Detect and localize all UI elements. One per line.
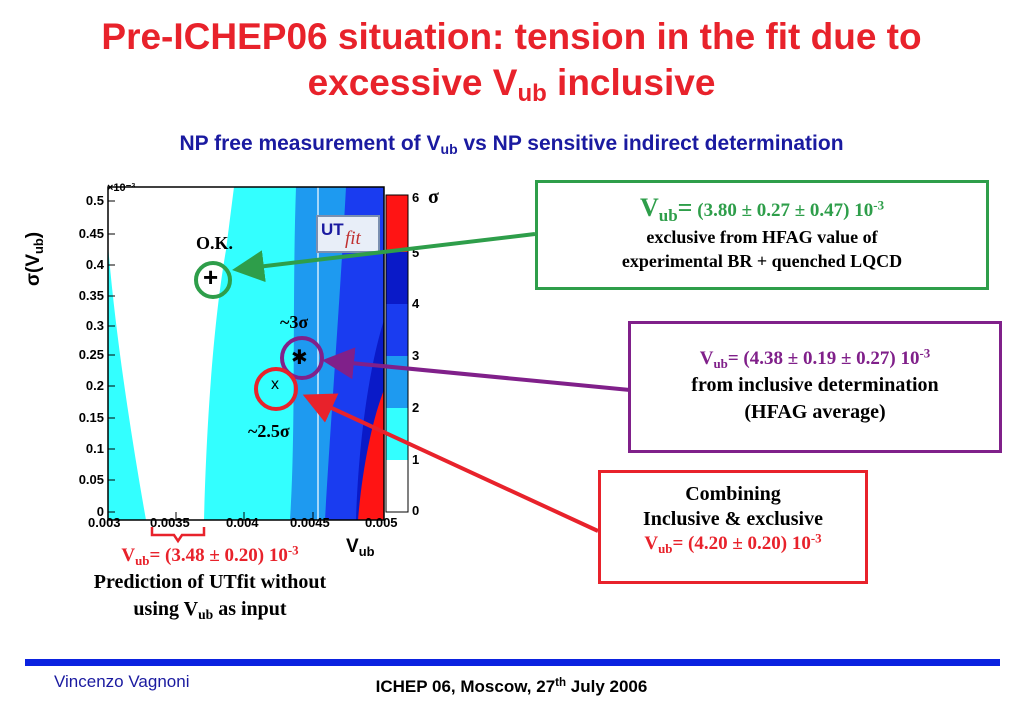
y-tick: 0.45 xyxy=(78,226,104,241)
arrow-purple xyxy=(322,347,631,392)
title-line1: Pre-ICHEP06 situation: tension in the fi… xyxy=(101,16,922,57)
x-marker: x xyxy=(271,376,279,393)
exclusive-value: Vub= (3.80 ± 0.27 ± 0.47) 10-3 xyxy=(639,193,885,226)
utfit-logo: UT fit xyxy=(316,215,380,253)
title-line2-post: inclusive xyxy=(546,62,716,103)
y-tick: 0.05 xyxy=(78,472,104,487)
cb-tick: 5 xyxy=(412,245,420,260)
subtitle-text: NP free measurement of V xyxy=(179,132,441,155)
logo-fit: fit xyxy=(345,228,361,249)
title-line2-sub: ub xyxy=(517,80,547,107)
x-tick: 0.003 xyxy=(88,515,121,530)
arrow-red xyxy=(302,393,599,533)
inclusive-line3: (HFAG average) xyxy=(744,401,886,423)
slide-subtitle: NP free measurement of Vub vs NP sensiti… xyxy=(0,132,1023,156)
plus-marker: + xyxy=(203,262,219,292)
prediction-text: Vub= (3.48 ± 0.20) 10-3 Prediction of UT… xyxy=(30,542,390,623)
two-five-sigma-label: ~2.5σ xyxy=(248,421,290,441)
x-axis-label: Vub xyxy=(346,536,375,559)
footer-author: Vincenzo Vagnoni xyxy=(54,672,190,691)
prediction-value: Vub= (3.48 ± 0.20) 10-3 xyxy=(121,542,299,568)
colorbar xyxy=(385,194,409,513)
x-tick: 0.004 xyxy=(226,515,259,530)
cb-tick: 6 xyxy=(412,190,420,205)
exclusive-line2: exclusive from HFAG value of xyxy=(646,227,878,247)
title-line2: excessive Vub inclusive xyxy=(0,60,1023,106)
cb-tick: 4 xyxy=(412,296,420,311)
plot-frame xyxy=(107,186,385,521)
prediction-line2: Prediction of UTfit without xyxy=(93,571,327,593)
cb-tick: 3 xyxy=(412,348,420,363)
y-tick: 0.4 xyxy=(85,257,104,272)
cb-tick: 1 xyxy=(412,452,420,467)
y-tick: 0 xyxy=(96,504,104,519)
title-line2-text: excessive V xyxy=(307,62,518,103)
colorbar-label: σ xyxy=(428,186,439,208)
x-tick: 0.005 xyxy=(365,515,398,530)
y-tick: 0.1 xyxy=(85,441,104,456)
cb-tick: 0 xyxy=(412,503,420,518)
combined-value: Vub= (4.20 ± 0.20) 10-3 xyxy=(644,530,822,556)
y-tick: 0.25 xyxy=(78,347,104,362)
logo-ut: UT xyxy=(321,220,344,239)
three-sigma-label: ~3σ xyxy=(280,312,309,332)
y-exponent: ×10⁻³ xyxy=(107,182,136,194)
combined-box: Combining Inclusive & exclusive Vub= (4.… xyxy=(598,470,868,584)
combined-line1: Combining xyxy=(685,483,781,505)
inclusive-box: Vub= (4.38 ± 0.19 ± 0.27) 10-3 from incl… xyxy=(628,321,1002,453)
y-tick: 0.5 xyxy=(85,193,104,208)
prediction-bracket xyxy=(150,527,206,544)
subtitle-post: vs NP sensitive indirect determination xyxy=(457,132,844,155)
x-tick: 0.0035 xyxy=(150,515,190,530)
prediction-line3: using Vub as input xyxy=(133,598,287,623)
exclusive-line3: experimental BR + quenched LQCD xyxy=(621,251,903,271)
exclusive-box: Vub= (3.80 ± 0.27 ± 0.47) 10-3 exclusive… xyxy=(535,180,989,290)
x-tick: 0.0045 xyxy=(290,515,330,530)
y-tick: 0.15 xyxy=(78,410,104,425)
footer-divider xyxy=(25,659,1000,666)
footer-event: ICHEP 06, Moscow, 27th July 2006 xyxy=(375,677,648,696)
slide-title: Pre-ICHEP06 situation: tension in the fi… xyxy=(0,14,1023,106)
y-tick: 0.3 xyxy=(85,318,104,333)
subtitle-sub: ub xyxy=(440,141,458,157)
region-red xyxy=(358,390,384,520)
inclusive-value: Vub= (4.38 ± 0.19 ± 0.27) 10-3 xyxy=(699,345,931,371)
ok-label: O.K. xyxy=(196,233,234,253)
combined-circle xyxy=(254,367,298,411)
inclusive-line2: from inclusive determination xyxy=(691,374,939,396)
arrow-green xyxy=(232,232,536,283)
y-tick: 0.2 xyxy=(85,378,104,393)
region-white-valley xyxy=(108,187,234,520)
cb-tick: 2 xyxy=(412,400,420,415)
star-marker: ✱ xyxy=(291,347,308,369)
ok-circle xyxy=(194,261,232,299)
combined-line2: Inclusive & exclusive xyxy=(643,508,823,530)
y-tick: 0.35 xyxy=(78,288,104,303)
three-sigma-circle xyxy=(280,336,324,380)
